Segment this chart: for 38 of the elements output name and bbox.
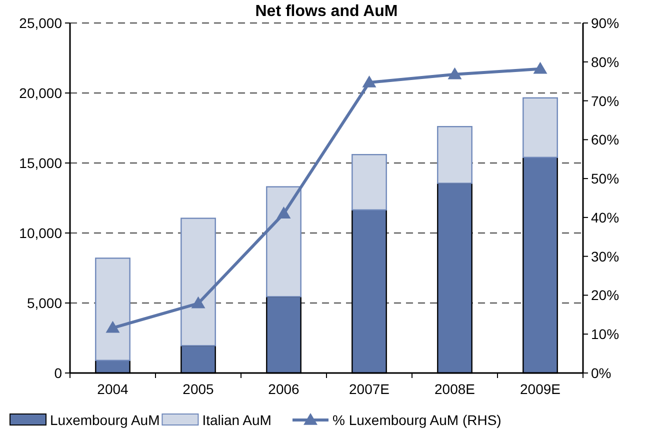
y-tick-label: 20,000 — [19, 85, 62, 101]
y2-tick-label: 10% — [591, 326, 620, 342]
point — [448, 67, 462, 80]
y2-tick-label: 30% — [591, 248, 620, 264]
y2-tick-label: 0% — [591, 365, 612, 381]
point — [276, 206, 291, 218]
y-tick-label: 25,000 — [19, 15, 62, 31]
x-tick-label: 2007E — [349, 381, 390, 397]
bar — [352, 154, 387, 210]
point — [191, 296, 206, 308]
x-tick-label: 2008E — [434, 381, 475, 397]
x-tick-label: 2009E — [520, 381, 560, 397]
y2-tick-label: 20% — [591, 287, 620, 304]
bar — [266, 186, 302, 298]
y2-tick-label: 70% — [591, 92, 620, 109]
point — [106, 320, 120, 333]
y2-tick-label: 60% — [591, 132, 620, 148]
y-tick-label: 10,000 — [19, 225, 62, 241]
y2-tick-label: 40% — [591, 209, 620, 226]
bar — [522, 97, 558, 158]
legend-label: Italian AuM — [202, 412, 272, 428]
legend-label: Luxembourg AuM — [50, 412, 160, 428]
y-tick-label: 5,000 — [26, 295, 62, 311]
legend-label: % Luxembourg AuM (RHS) — [332, 412, 502, 428]
bar — [95, 258, 130, 361]
point — [362, 76, 376, 88]
y2-tick-label: 50% — [591, 170, 620, 187]
bar — [437, 126, 472, 184]
y2-tick-label: 80% — [591, 54, 620, 70]
y-tick-label: 0 — [54, 365, 62, 381]
y-tick-label: 15,000 — [19, 155, 62, 171]
x-tick-label: 2005 — [182, 381, 214, 397]
x-tick-label: 2004 — [97, 381, 129, 397]
bar — [180, 218, 216, 346]
chart-title: Net flows and AuM — [255, 3, 398, 20]
y2-tick-label: 90% — [591, 15, 620, 31]
x-tick-label: 2006 — [268, 381, 300, 397]
point — [533, 62, 548, 74]
